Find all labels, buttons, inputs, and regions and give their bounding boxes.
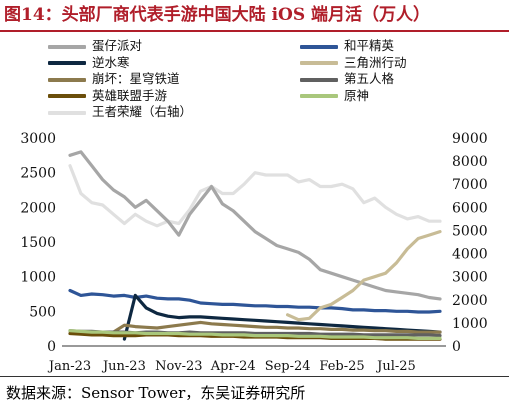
legend-swatch bbox=[300, 77, 338, 82]
legend-item: 逆水寒 bbox=[48, 55, 130, 71]
legend-item: 英雄联盟手游 bbox=[48, 88, 167, 104]
title-rule bbox=[0, 30, 509, 32]
right-axis-tick-label: 2000 bbox=[452, 293, 488, 309]
legend-item: 三角洲行动 bbox=[300, 55, 407, 71]
legend-swatch bbox=[300, 94, 338, 98]
series-line bbox=[68, 329, 442, 340]
x-axis-tick-label: Feb-25 bbox=[319, 359, 364, 374]
series-line bbox=[68, 164, 442, 228]
right-axis-tick-label: 4000 bbox=[452, 247, 488, 263]
left-axis-tick-label: 500 bbox=[29, 304, 56, 320]
source-note: 数据来源：Sensor Tower，东吴证券研究所 bbox=[6, 384, 306, 402]
x-axis-tick-label: Jun-23 bbox=[101, 359, 146, 374]
series-line bbox=[111, 320, 442, 334]
series-line bbox=[122, 293, 442, 341]
legend-item: 崩坏：星穹铁道 bbox=[48, 71, 180, 87]
series-line bbox=[68, 150, 442, 301]
legend-swatch bbox=[48, 110, 86, 115]
legend-swatch bbox=[300, 44, 338, 49]
right-axis-tick-label: 7000 bbox=[452, 177, 488, 193]
legend-label: 蛋仔派对 bbox=[92, 38, 143, 53]
legend-label: 原神 bbox=[344, 87, 370, 103]
left-axis-tick-label: 3000 bbox=[20, 131, 56, 147]
legend-swatch bbox=[48, 77, 86, 82]
left-axis-tick-label: 1000 bbox=[20, 270, 56, 286]
right-axis-tick-label: 1000 bbox=[452, 316, 488, 332]
x-axis-tick-label: Sep-24 bbox=[265, 359, 311, 374]
left-axis-tick-label: 2000 bbox=[20, 200, 56, 216]
x-axis-tick-label: Nov-23 bbox=[155, 359, 202, 374]
legend-item: 和平精英 bbox=[300, 38, 394, 54]
legend-label: 王者荣耀（右轴） bbox=[92, 104, 193, 119]
source-rule bbox=[0, 376, 509, 377]
right-axis-tick-label: 6000 bbox=[452, 200, 488, 216]
chart-title: 图14：头部厂商代表手游中国大陆 iOS 端月活（万人） bbox=[4, 5, 431, 25]
legend-item: 王者荣耀（右轴） bbox=[48, 104, 192, 120]
x-axis-tick-label: Jan-23 bbox=[47, 359, 91, 374]
right-axis-tick-label: 0 bbox=[452, 339, 461, 355]
left-axis-tick-label: 0 bbox=[47, 339, 56, 355]
legend-label: 和平精英 bbox=[344, 38, 395, 53]
legend-label: 三角洲行动 bbox=[344, 54, 407, 70]
legend-item: 原神 bbox=[300, 88, 369, 104]
legend-label: 英雄联盟手游 bbox=[92, 87, 168, 103]
chart-area: 0 500 1000 1500 2000 2500 3000 0 1000 2000 3000 400… bbox=[20, 131, 488, 374]
legend-swatch bbox=[48, 44, 86, 49]
series-line bbox=[286, 230, 442, 322]
left-axis-tick-label: 1500 bbox=[20, 235, 56, 251]
x-axis-tick-label: Jul-25 bbox=[375, 359, 416, 374]
legend-label: 崩坏：星穹铁道 bbox=[92, 71, 180, 86]
legend-item: 蛋仔派对 bbox=[48, 38, 142, 54]
series-line bbox=[68, 288, 442, 314]
x-axis-tick-label: Apr-24 bbox=[210, 359, 256, 374]
legend-label: 第五人格 bbox=[344, 71, 395, 86]
right-axis-tick-label: 5000 bbox=[452, 223, 488, 239]
right-axis-tick-label: 9000 bbox=[452, 131, 488, 147]
legend-item: 第五人格 bbox=[300, 71, 394, 87]
right-axis-tick-label: 3000 bbox=[452, 270, 488, 286]
legend-swatch bbox=[48, 61, 86, 65]
left-axis-tick-label: 2500 bbox=[20, 166, 56, 182]
right-axis-tick-label: 8000 bbox=[452, 154, 488, 170]
legend-swatch bbox=[300, 61, 338, 65]
legend-label: 逆水寒 bbox=[92, 54, 130, 70]
legend-swatch bbox=[48, 94, 86, 98]
